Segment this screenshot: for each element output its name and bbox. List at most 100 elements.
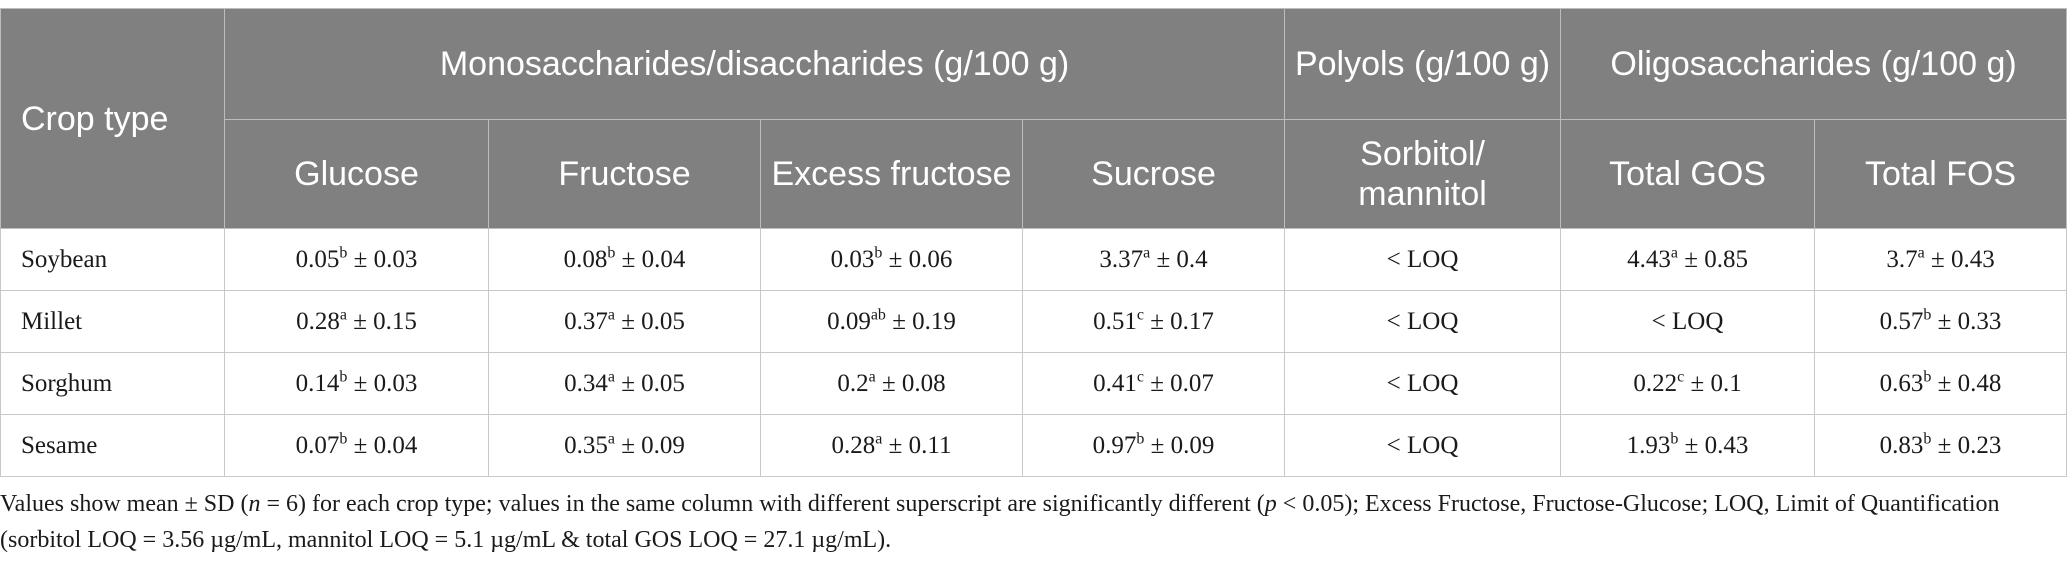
header-sorbitol-mannitol: Sorbitol/ mannitol <box>1284 119 1562 229</box>
cell-value: 3.37 <box>1099 245 1144 273</box>
cell-total-gos: 1.93b ± 0.43 <box>1560 414 1816 477</box>
cell-value: < LOQ <box>1386 431 1459 459</box>
cell-value: < LOQ <box>1386 369 1459 397</box>
cell-sd: ± 0.15 <box>346 307 417 335</box>
cell-sd: ± 0.03 <box>347 369 418 397</box>
significance-letter: c <box>1677 367 1685 385</box>
cell-sd: ± 0.43 <box>1678 431 1749 459</box>
cell-sd: ± 0.11 <box>882 431 952 459</box>
cell-value: 0.35 <box>564 431 608 459</box>
cell-glucose: 0.07b ± 0.04 <box>224 414 489 477</box>
footnote-text-1: Values show mean ± SD ( <box>0 491 249 517</box>
cell-sd: ± 0.17 <box>1143 307 1214 335</box>
cell-sd: ± 0.33 <box>1931 307 2002 335</box>
cell-sd: ± 0.03 <box>347 245 418 273</box>
cell-sd: ± 0.19 <box>885 307 956 335</box>
cell-sd: ± 0.09 <box>614 431 685 459</box>
table-body: Soybean 0.05b ± 0.03 0.08b ± 0.04 0.03b ± 0… <box>0 228 2068 477</box>
cell-value: 0.07 <box>295 431 340 459</box>
cell-glucose: 0.05b ± 0.03 <box>224 228 489 291</box>
cell-value: < LOQ <box>1386 245 1459 273</box>
significance-letter: a <box>1143 243 1151 261</box>
cell-sd: ± 0.08 <box>875 369 946 397</box>
cell-fructose: 0.35a ± 0.09 <box>488 414 761 477</box>
cell-total-fos: 0.57b ± 0.33 <box>1814 290 2068 353</box>
cell-sucrose: 0.51c ± 0.17 <box>1021 290 1286 353</box>
cell-sd: ± 0.85 <box>1677 245 1748 273</box>
cell-sucrose: 0.97b ± 0.09 <box>1021 414 1286 477</box>
cell-value: 0.14 <box>295 369 340 397</box>
table-row: Sorghum 0.14b ± 0.03 0.34a ± 0.05 0.2a ± 0.… <box>0 352 2068 415</box>
cell-value: 0.28 <box>831 431 876 459</box>
cell-sorbitol-mannitol: < LOQ <box>1284 414 1562 477</box>
cell-sucrose: 0.41c ± 0.07 <box>1021 352 1286 415</box>
significance-letter: a <box>339 305 347 323</box>
significance-letter: c <box>1136 367 1144 385</box>
significance-letter: a <box>607 429 615 447</box>
cell-sd: ± 0.07 <box>1143 369 1214 397</box>
cell-total-fos: 0.83b ± 0.23 <box>1814 414 2068 477</box>
cell-value: 0.97 <box>1092 431 1137 459</box>
cell-crop-name: Sesame <box>0 414 225 477</box>
cell-total-gos: < LOQ <box>1560 290 1816 353</box>
footnote-text-3: < 0.05); Excess Fructose, Fructose-Gluco… <box>0 491 2000 553</box>
cell-sorbitol-mannitol: < LOQ <box>1284 290 1562 353</box>
cell-sd: ± 0.06 <box>882 245 953 273</box>
significance-letter: b <box>607 243 616 261</box>
cell-sorbitol-mannitol: < LOQ <box>1284 228 1562 291</box>
cell-crop-name: Sorghum <box>0 352 225 415</box>
cell-value: 0.57 <box>1879 307 1924 335</box>
cell-value: 0.2 <box>837 369 869 397</box>
header-excess-fructose: Excess fructose <box>760 119 1023 229</box>
cell-value: 0.08 <box>563 245 608 273</box>
significance-letter: a <box>607 305 615 323</box>
cell-excess-fructose: 0.2a ± 0.08 <box>760 352 1023 415</box>
footnote-text-2: = 6) for each crop type; values in the s… <box>260 491 1265 517</box>
significance-letter: b <box>1670 429 1679 447</box>
significance-letter: c <box>1136 305 1144 323</box>
sugar-content-table: Crop type Monosaccharides/disaccharides … <box>0 8 2068 477</box>
cell-excess-fructose: 0.09ab ± 0.19 <box>760 290 1023 353</box>
cell-sd: ± 0.04 <box>347 431 418 459</box>
cell-value: 0.51 <box>1093 307 1137 335</box>
table-row: Millet 0.28a ± 0.15 0.37a ± 0.05 0.09ab ± 0… <box>0 290 2068 353</box>
cell-fructose: 0.08b ± 0.04 <box>488 228 761 291</box>
significance-letter: b <box>339 429 348 447</box>
footnote-p: p <box>1264 491 1277 517</box>
significance-letter: ab <box>870 305 886 323</box>
header-glucose: Glucose <box>224 119 489 229</box>
cell-value: 0.28 <box>296 307 340 335</box>
cell-fructose: 0.34a ± 0.05 <box>488 352 761 415</box>
cell-total-gos: 4.43a ± 0.85 <box>1560 228 1816 291</box>
cell-crop-name: Soybean <box>0 228 225 291</box>
significance-letter: b <box>1923 429 1932 447</box>
cell-value: 0.09 <box>827 307 871 335</box>
cell-glucose: 0.28a ± 0.15 <box>224 290 489 353</box>
table-footnote: Values show mean ± SD (n = 6) for each c… <box>0 486 2060 558</box>
cell-sd: ± 0.43 <box>1924 245 1995 273</box>
cell-sd: ± 0.04 <box>615 245 686 273</box>
header-group-polyols: Polyols (g/100 g) <box>1284 8 1562 120</box>
cell-sucrose: 3.37a ± 0.4 <box>1021 228 1286 291</box>
cell-glucose: 0.14b ± 0.03 <box>224 352 489 415</box>
cell-sd: ± 0.23 <box>1931 431 2002 459</box>
header-group-mono-disaccharides: Monosaccharides/disaccharides (g/100 g) <box>223 8 1286 120</box>
cell-value: 0.63 <box>1879 369 1924 397</box>
header-sucrose: Sucrose <box>1021 119 1286 229</box>
cell-value: 0.41 <box>1093 369 1137 397</box>
significance-letter: a <box>1917 243 1925 261</box>
header-group-oligosaccharides: Oligosaccharides (g/100 g) <box>1560 8 2068 120</box>
cell-excess-fructose: 0.28a ± 0.11 <box>760 414 1023 477</box>
significance-letter: a <box>607 367 615 385</box>
cell-total-fos: 0.63b ± 0.48 <box>1814 352 2068 415</box>
cell-total-fos: 3.7a ± 0.43 <box>1814 228 2068 291</box>
cell-value: 4.43 <box>1627 245 1671 273</box>
cell-sd: ± 0.4 <box>1150 245 1208 273</box>
significance-letter: a <box>875 429 883 447</box>
cell-sd: ± 0.48 <box>1931 369 2002 397</box>
cell-fructose: 0.37a ± 0.05 <box>488 290 761 353</box>
cell-value: 3.7 <box>1886 245 1918 273</box>
header-total-gos: Total GOS <box>1560 119 1816 229</box>
header-crop-type: Crop type <box>0 8 225 229</box>
cell-total-gos: 0.22c ± 0.1 <box>1560 352 1816 415</box>
